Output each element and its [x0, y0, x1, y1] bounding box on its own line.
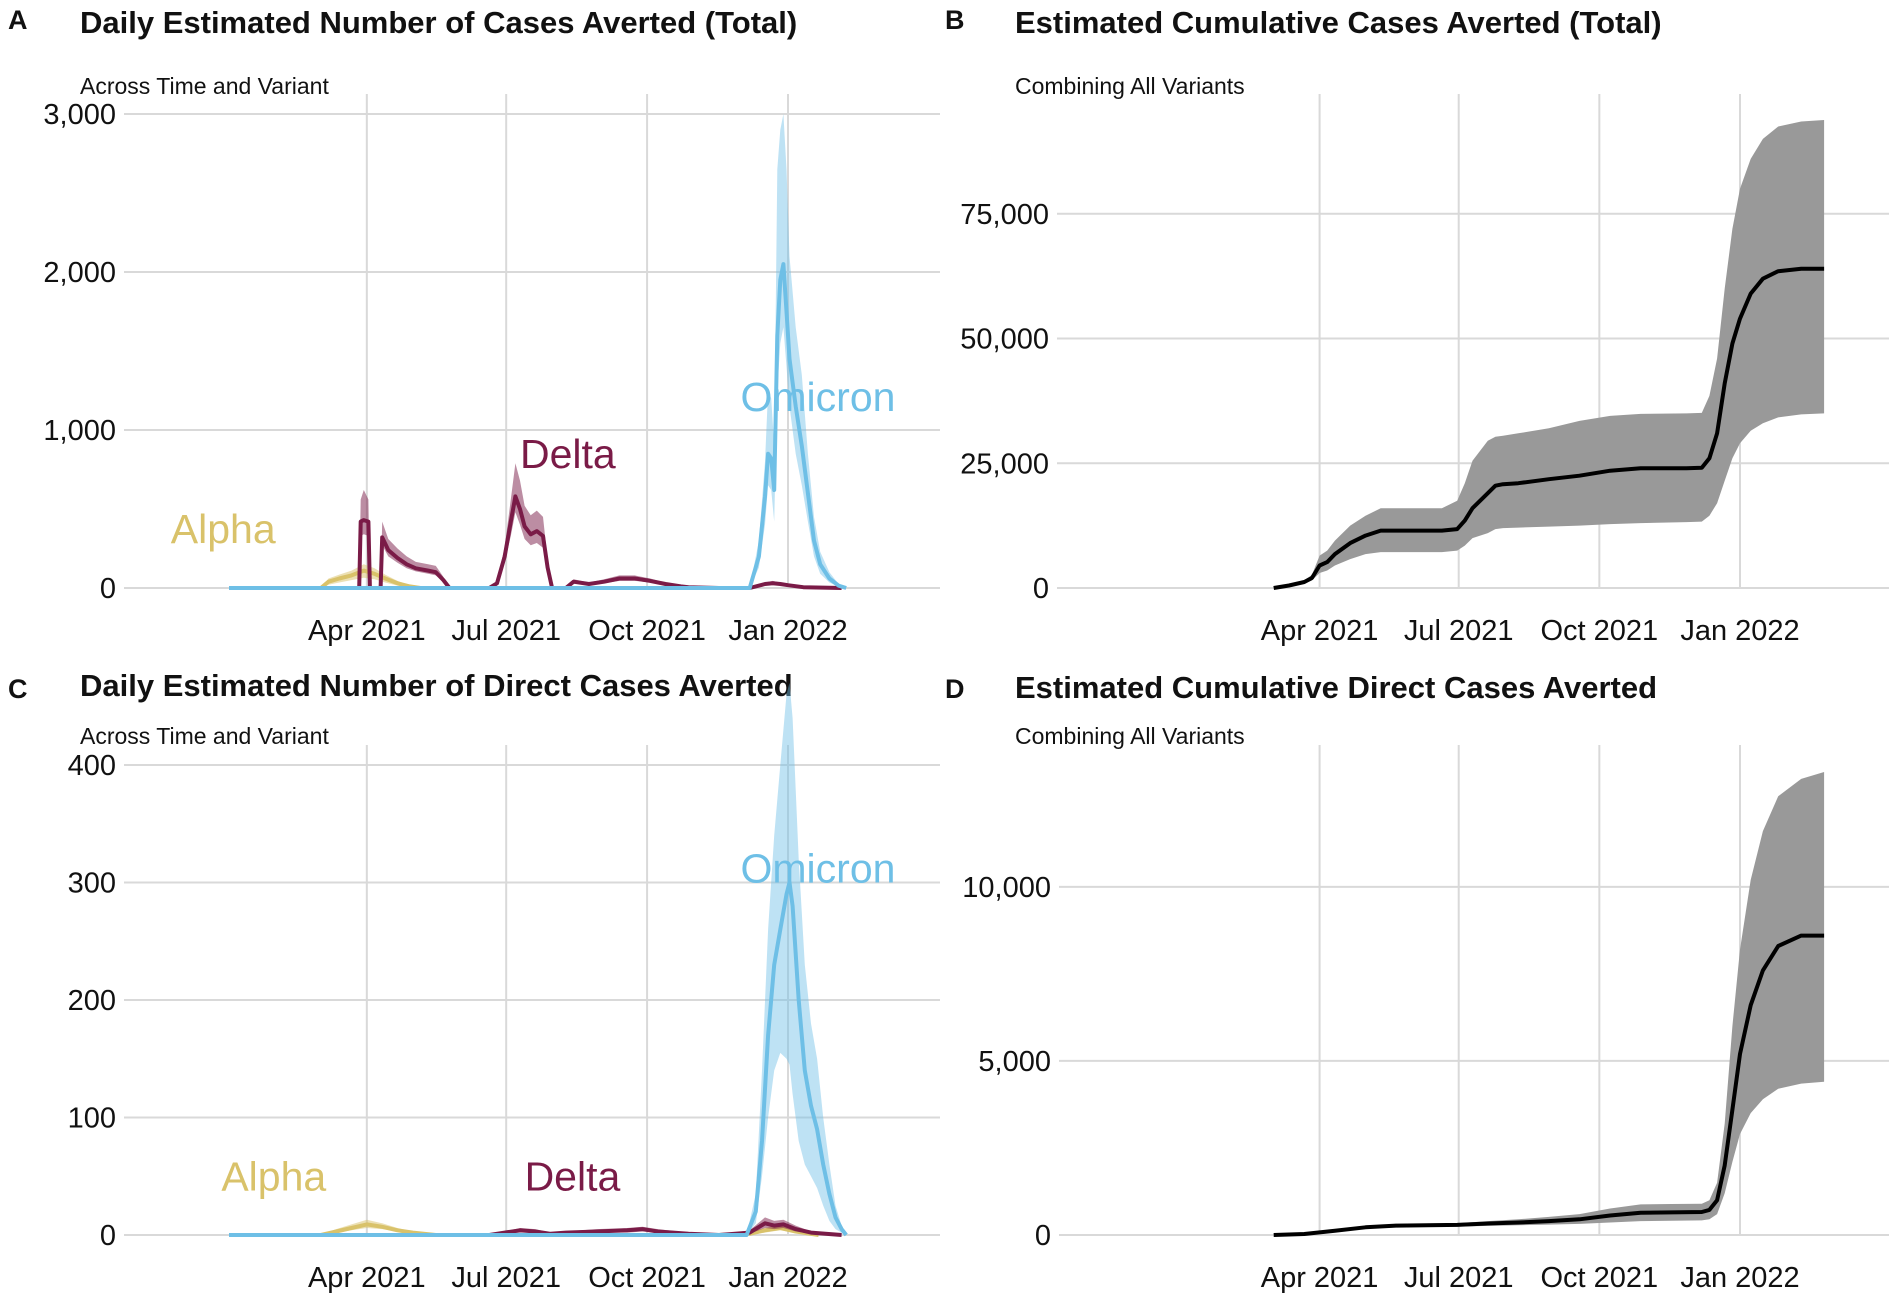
- panel-d: D Estimated Cumulative Direct Cases Aver…: [935, 655, 1899, 1309]
- cumulative-ci-band: [1273, 772, 1825, 1235]
- y-tick-label: 0: [1033, 573, 1049, 605]
- x-tick-label: Apr 2021: [308, 615, 426, 647]
- omicron-line: [229, 880, 848, 1237]
- omicron-ci-band: [229, 682, 847, 1235]
- daily-direct-cases-chart: 0 100 200 300 400 Apr 2021 Jul 2021 Oct 2021 Jan…: [68, 682, 940, 1294]
- chart-subtitle: Across Time and Variant: [80, 723, 329, 749]
- y-tick-label: 200: [68, 985, 116, 1017]
- chart-subtitle: Across Time and Variant: [80, 73, 329, 99]
- x-tick-label: Oct 2021: [1541, 1262, 1659, 1294]
- x-tick-label: Oct 2021: [588, 615, 706, 647]
- panel-letter: D: [945, 674, 965, 704]
- y-tick-label: 300: [68, 868, 116, 900]
- x-tick-label: Jan 2022: [1680, 615, 1799, 647]
- x-tick-label: Jul 2021: [451, 615, 561, 647]
- alpha-ci-band: [229, 1219, 819, 1235]
- omicron-line: [229, 262, 847, 590]
- delta-line: [229, 1221, 842, 1237]
- panel-c: C Daily Estimated Number of Direct Cases…: [0, 655, 950, 1309]
- chart-title: Daily Estimated Number of Direct Cases A…: [80, 668, 793, 703]
- x-tick-label: Jul 2021: [1404, 615, 1514, 647]
- cumulative-line: [1273, 266, 1825, 590]
- daily-cases-chart: 0 1,000 2,000 3,000 Apr 2021 Jul 2021 Oct 2021…: [43, 94, 940, 647]
- x-tick-label: Jan 2022: [1680, 1262, 1799, 1294]
- x-tick-label: Jan 2022: [728, 1262, 847, 1294]
- y-tick-label: 1,000: [43, 415, 116, 447]
- y-tick-label: 0: [100, 1220, 116, 1252]
- y-tick-label: 0: [1035, 1220, 1051, 1252]
- y-tick-label: 0: [100, 573, 116, 605]
- x-tick-label: Jan 2022: [728, 615, 847, 647]
- delta-series-label: Delta: [520, 431, 616, 477]
- omicron-ci-band: [229, 114, 847, 588]
- chart-subtitle: Combining All Variants: [1015, 73, 1245, 99]
- panel-b: B Estimated Cumulative Cases Averted (To…: [935, 0, 1899, 655]
- chart-title: Daily Estimated Number of Cases Averted …: [80, 5, 798, 40]
- y-tick-label: 50,000: [960, 324, 1049, 356]
- cumulative-line: [1273, 933, 1825, 1237]
- chart-title: Estimated Cumulative Direct Cases Averte…: [1015, 670, 1658, 705]
- panel-letter: A: [8, 5, 28, 35]
- panel-a: A Daily Estimated Number of Cases Averte…: [0, 0, 950, 655]
- y-tick-label: 3,000: [43, 99, 116, 131]
- x-tick-label: Jul 2021: [451, 1262, 561, 1294]
- cumulative-cases-chart: 0 25,000 50,000 75,000 Apr 2021 Jul 2021 Oct 2…: [960, 94, 1889, 647]
- alpha-series-label: Alpha: [221, 1153, 326, 1199]
- chart-subtitle: Combining All Variants: [1015, 723, 1245, 749]
- x-tick-label: Oct 2021: [588, 1262, 706, 1294]
- x-tick-label: Oct 2021: [1541, 615, 1659, 647]
- x-tick-label: Jul 2021: [1404, 1262, 1514, 1294]
- chart-title: Estimated Cumulative Cases Averted (Tota…: [1015, 5, 1662, 40]
- cumulative-ci-band: [1273, 120, 1825, 588]
- y-tick-label: 100: [68, 1103, 116, 1135]
- omicron-series-label: Omicron: [741, 846, 896, 892]
- panel-letter: C: [8, 674, 28, 704]
- y-tick-label: 5,000: [978, 1046, 1051, 1078]
- x-tick-label: Apr 2021: [308, 1262, 426, 1294]
- cumulative-direct-cases-chart: 0 5,000 10,000 Apr 2021 Jul 2021 Oct 2021 Jan …: [962, 745, 1889, 1294]
- y-tick-label: 400: [68, 750, 116, 782]
- y-tick-label: 2,000: [43, 257, 116, 289]
- panel-letter: B: [945, 5, 965, 35]
- x-tick-label: Apr 2021: [1261, 615, 1379, 647]
- omicron-series-label: Omicron: [741, 374, 896, 420]
- delta-series-label: Delta: [525, 1153, 621, 1199]
- y-tick-label: 75,000: [960, 199, 1049, 231]
- y-tick-label: 10,000: [962, 872, 1051, 904]
- x-tick-label: Apr 2021: [1261, 1262, 1379, 1294]
- y-tick-label: 25,000: [960, 448, 1049, 480]
- alpha-series-label: Alpha: [171, 506, 276, 552]
